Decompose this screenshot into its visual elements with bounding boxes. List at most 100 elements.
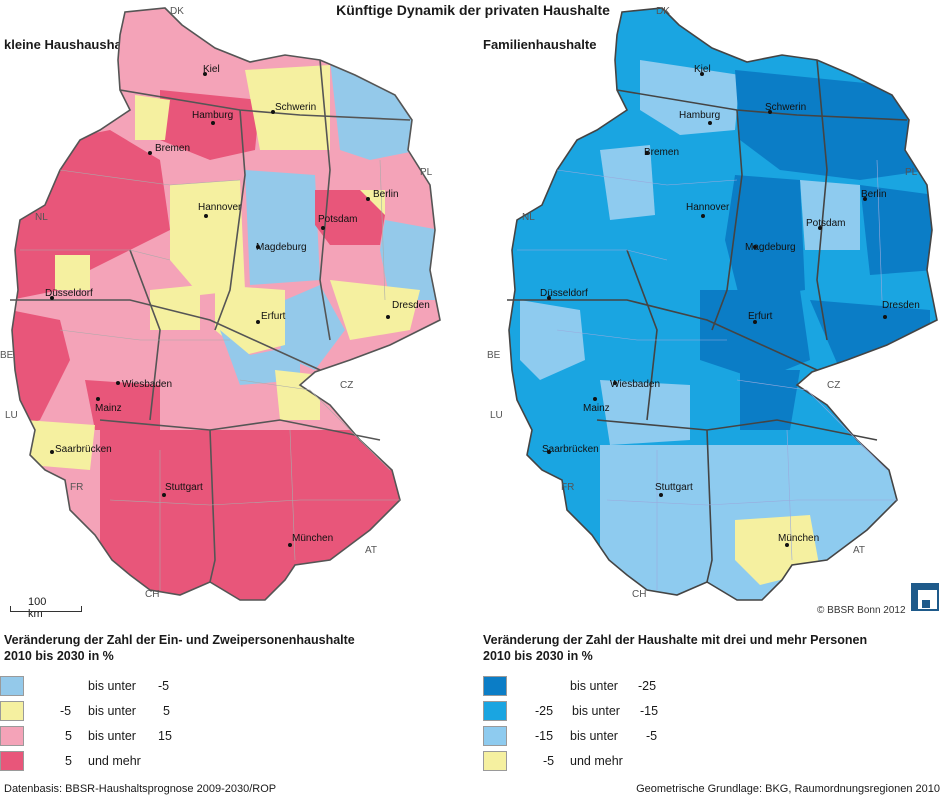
legend-swatch xyxy=(483,676,507,696)
legend-row: -5 bis unter 5 xyxy=(0,701,470,721)
left-region-hamburg-strong xyxy=(160,90,260,160)
legend-mid: bis unter xyxy=(572,704,620,718)
city-label: Schwerin xyxy=(275,102,316,113)
country-label: CZ xyxy=(340,380,353,391)
country-label: BE xyxy=(487,350,501,361)
country-label: LU xyxy=(490,410,503,421)
legend-swatch xyxy=(0,676,24,696)
legend-swatch xyxy=(483,701,507,721)
footer-geometry-source: Geometrische Grundlage: BKG, Raumordnung… xyxy=(636,783,940,795)
city-label: Hannover xyxy=(198,202,242,213)
right-region-west-light xyxy=(520,300,585,380)
city-label: Magdeburg xyxy=(256,242,307,253)
country-label: DK xyxy=(170,6,184,17)
left-region-mainz-strong xyxy=(85,380,160,430)
country-label: PL xyxy=(420,167,433,178)
city-label: Dresden xyxy=(882,300,920,311)
country-label: PL xyxy=(905,167,918,178)
legend-row: -25 bis unter -15 xyxy=(483,701,943,721)
legend-row: 5 und mehr xyxy=(0,751,470,771)
legend-row: bis unter -25 xyxy=(483,676,943,696)
legend-low: -5 xyxy=(543,754,555,768)
city-label: Mainz xyxy=(95,403,122,414)
left-map-subtitle: kleine Haushaushalte xyxy=(4,37,137,52)
city-label: Berlin xyxy=(373,189,399,200)
left-map xyxy=(10,7,441,601)
bbsr-logo xyxy=(911,583,939,611)
right-region-northeast-dark xyxy=(735,70,935,180)
country-label: NL xyxy=(522,212,535,223)
city-label: Hannover xyxy=(686,202,730,213)
country-label: FR xyxy=(561,482,574,493)
legend-high: -5 xyxy=(158,679,170,693)
city-label: Saarbrücken xyxy=(542,444,599,455)
left-region-schwerin-low xyxy=(245,65,330,150)
legend-mid: bis unter xyxy=(570,679,618,693)
legend-swatch xyxy=(0,726,24,746)
city-label: Mainz xyxy=(583,403,610,414)
city-label: Düsseldorf xyxy=(540,288,588,299)
right-city-labels: Kiel Hamburg Schwerin Bremen Berlin Hann… xyxy=(540,64,920,544)
legend-mid: bis unter xyxy=(88,729,136,743)
legend-low: -5 xyxy=(60,704,72,718)
country-label: FR xyxy=(70,482,83,493)
legend-high: -25 xyxy=(638,679,657,693)
legend-low: 5 xyxy=(65,729,72,743)
city-label: Hamburg xyxy=(679,110,720,121)
legend-low: -25 xyxy=(535,704,554,718)
left-region-bavaria-north-low xyxy=(275,370,320,420)
right-map-subtitle: Familienhaushalte xyxy=(483,37,597,52)
left-legend-heading-line1: Veränderung der Zahl der Ein- und Zweipe… xyxy=(4,633,355,647)
legend-row: -5 und mehr xyxy=(483,751,943,771)
footer-data-source: Datenbasis: BBSR-Haushaltsprognose 2009-… xyxy=(4,783,277,795)
city-label: Düsseldorf xyxy=(45,288,93,299)
legend-low: -15 xyxy=(535,729,554,743)
city-label: Dresden xyxy=(392,300,430,311)
city-label: Potsdam xyxy=(318,214,357,225)
city-label: Berlin xyxy=(861,189,887,200)
legend-mid: und mehr xyxy=(570,754,623,768)
right-region-berlin-light xyxy=(800,180,860,250)
legend-high: -15 xyxy=(640,704,659,718)
left-legend-heading-line2: 2010 bis 2030 in % xyxy=(4,649,114,663)
country-label: BE xyxy=(0,350,14,361)
left-region-duesseldorf-area xyxy=(55,255,90,290)
legend-low: 5 xyxy=(65,754,72,768)
right-legend-heading-line1: Veränderung der Zahl der Haushalte mit d… xyxy=(483,633,868,647)
right-region-kiel-hamburg-light xyxy=(640,60,740,135)
left-region-hannover-low xyxy=(170,180,245,295)
city-label: Erfurt xyxy=(261,311,286,322)
city-label: Erfurt xyxy=(748,311,773,322)
legend-row: bis unter -5 xyxy=(0,676,470,696)
right-region-wiesbaden-light xyxy=(600,380,690,445)
city-label: Stuttgart xyxy=(655,482,693,493)
left-region-northeast-decline xyxy=(330,60,420,160)
page-title: Künftige Dynamik der privaten Haushalte xyxy=(336,2,610,18)
right-legend-heading-line2: 2010 bis 2030 in % xyxy=(483,649,593,663)
left-region-magdeburg-decline xyxy=(245,170,320,285)
city-label: Potsdam xyxy=(806,218,845,229)
left-region-east-decline xyxy=(380,220,440,300)
legend-row: -15 bis unter -5 xyxy=(483,726,943,746)
right-legend: bis unter -25 -25 bis unter -15 -15 bis … xyxy=(483,676,943,776)
right-region-bremen-light xyxy=(600,145,655,220)
country-label: CH xyxy=(632,589,646,600)
legend-swatch xyxy=(0,701,24,721)
city-label: Hamburg xyxy=(192,110,233,121)
city-label: Stuttgart xyxy=(165,482,203,493)
legend-swatch xyxy=(0,751,24,771)
left-legend: bis unter -5 -5 bis unter 5 5 bis unter … xyxy=(0,676,470,776)
right-region-magdeburg-dark xyxy=(725,175,805,300)
left-legend-heading: Veränderung der Zahl der Ein- und Zweipe… xyxy=(4,632,474,664)
scale-line xyxy=(10,606,82,612)
city-label: Wiesbaden xyxy=(610,379,660,390)
left-region-potsdam-strong xyxy=(315,190,385,245)
left-region-west-strong xyxy=(12,310,70,430)
left-region-kassel-low xyxy=(150,285,200,330)
city-label: München xyxy=(292,533,333,544)
country-labels: DK PL NL BE LU FR CZ AT CH DK PL NL BE L… xyxy=(0,6,918,600)
legend-swatch xyxy=(483,751,507,771)
city-label: München xyxy=(778,533,819,544)
right-region-erfurt-dark xyxy=(700,290,810,380)
country-label: DK xyxy=(656,6,670,17)
